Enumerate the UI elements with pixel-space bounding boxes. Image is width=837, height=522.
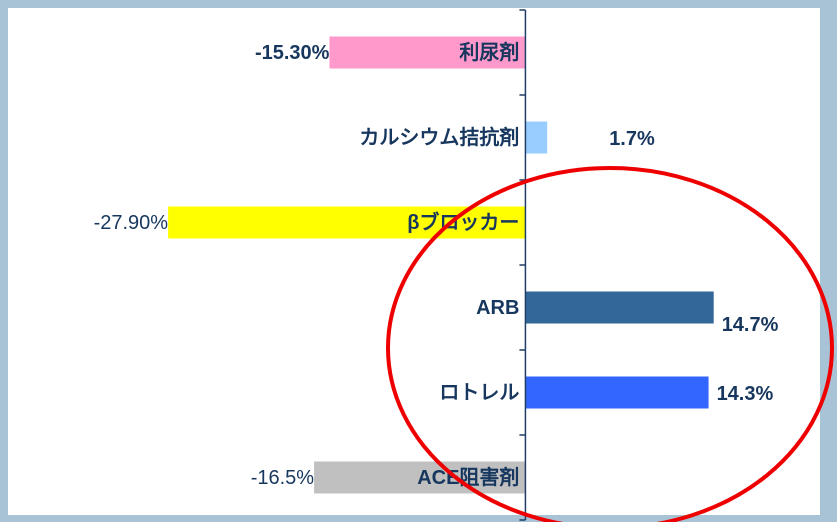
category-label: ARB (476, 297, 519, 319)
bar (314, 461, 526, 494)
bar (525, 291, 714, 324)
bars: 利尿剤-15.30%カルシウム拮抗剤 1.7%βブロッカー-27.90%ARB14… (94, 36, 779, 494)
bar (525, 121, 548, 154)
value-label: 14.3% (717, 383, 774, 405)
bar (525, 376, 709, 409)
value-label: -27.90% (94, 212, 169, 234)
bar (329, 36, 526, 69)
value-label: 14.7% (722, 314, 779, 336)
category-label: カルシウム拮抗剤 (359, 125, 519, 149)
value-label: 1.7% (609, 128, 655, 150)
value-label: -16.5% (251, 467, 315, 489)
value-label: -15.30% (255, 42, 330, 64)
category-label: 利尿剤 (459, 40, 519, 64)
category-label: ロトレル (439, 382, 519, 404)
highlight-ellipse (386, 166, 834, 522)
axis (519, 9, 527, 521)
